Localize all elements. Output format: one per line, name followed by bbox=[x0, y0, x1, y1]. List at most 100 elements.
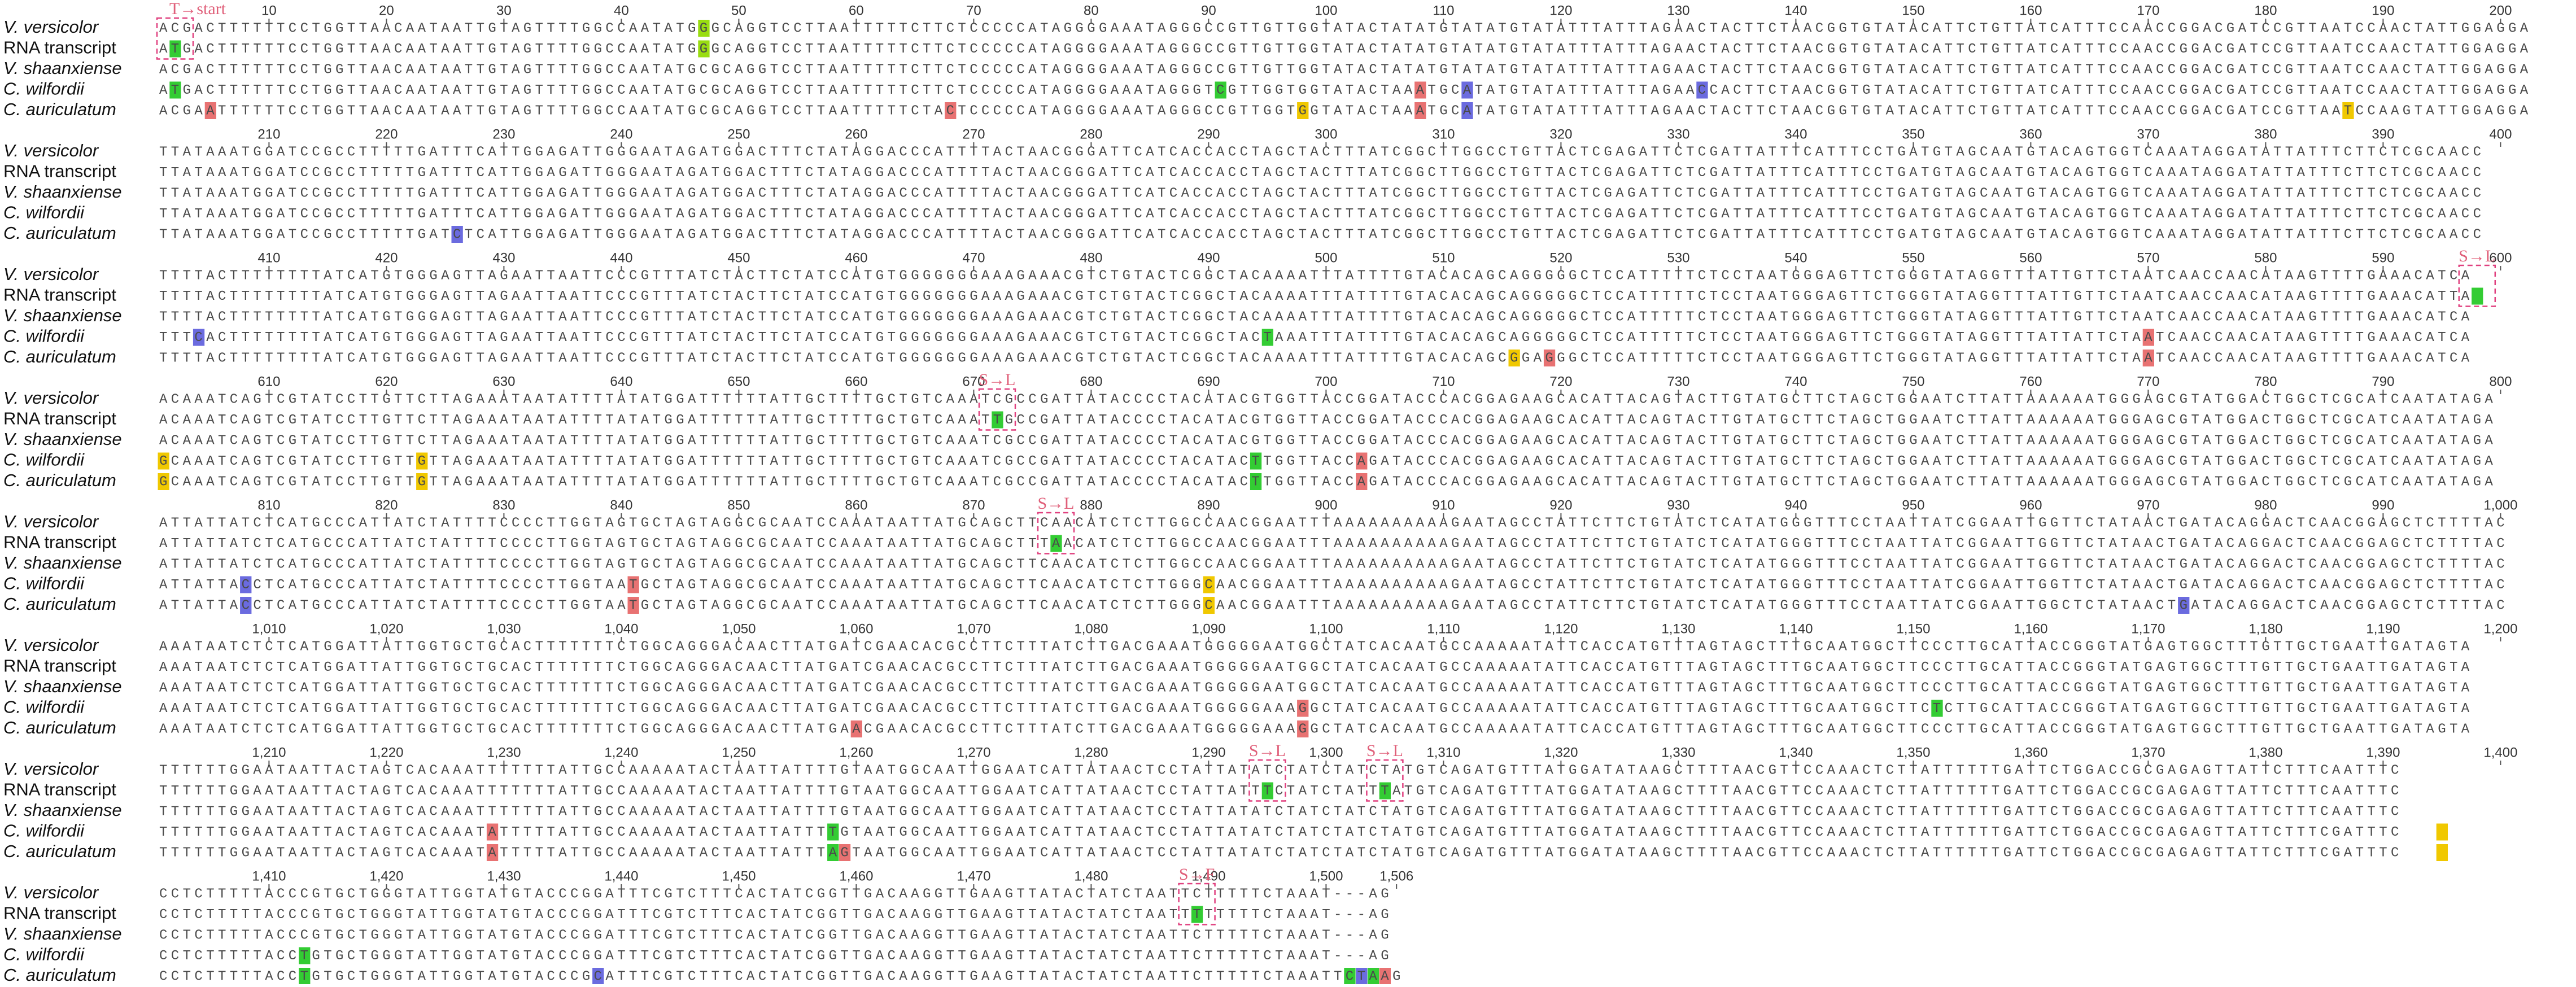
position-label: 340 bbox=[1784, 126, 1807, 142]
sequence-row: ACGAATTTTTTCCTGGTTAACAATAATTGTAGTTTTGGCC… bbox=[159, 103, 2529, 119]
variant-highlight bbox=[240, 576, 252, 593]
species-label: V. shaanxiense bbox=[3, 553, 122, 573]
position-label: 840 bbox=[610, 497, 632, 513]
variant-highlight bbox=[1297, 102, 1309, 119]
species-label: C. auriculatum bbox=[3, 470, 116, 490]
position-label: 460 bbox=[845, 250, 867, 265]
position-label: 1,270 bbox=[957, 745, 990, 760]
position-label: 520 bbox=[1549, 250, 1572, 265]
variant-highlight bbox=[1543, 350, 1556, 366]
position-label: 940 bbox=[1784, 497, 1807, 513]
species-label: C. wilfordii bbox=[3, 326, 85, 346]
variant-highlight bbox=[698, 40, 710, 58]
annotation-label: S→L bbox=[2459, 247, 2495, 265]
annotation-label: S→F bbox=[1179, 865, 1215, 884]
position-label: 1,440 bbox=[604, 868, 638, 884]
position-label: 310 bbox=[1432, 126, 1455, 142]
position-label: 60 bbox=[849, 3, 864, 18]
variant-highlight bbox=[1203, 597, 1215, 614]
variant-highlight bbox=[2472, 287, 2483, 305]
sequence-row: TTATAAATGGATCCGCCTTTTTGATTTCATTGGAGATTGG… bbox=[159, 145, 2481, 160]
species-label: C. wilfordii bbox=[3, 821, 85, 841]
position-label: 710 bbox=[1432, 374, 1455, 389]
position-label: 660 bbox=[845, 374, 867, 389]
variant-highlight bbox=[299, 968, 311, 985]
species-label: V. shaanxiense bbox=[3, 182, 122, 202]
species-label: V. versicolor bbox=[3, 759, 99, 779]
variant-highlight bbox=[240, 597, 252, 614]
variant-highlight bbox=[2436, 823, 2448, 841]
variant-highlight bbox=[1696, 81, 1708, 99]
position-label: 220 bbox=[375, 126, 398, 142]
position-label: 210 bbox=[257, 126, 280, 142]
position-label: 890 bbox=[1197, 497, 1220, 513]
variant-highlight bbox=[627, 597, 639, 614]
annotation-box bbox=[1248, 759, 1286, 802]
position-label: 1,090 bbox=[1191, 621, 1225, 636]
variant-highlight bbox=[486, 844, 499, 861]
position-label: 1,000 bbox=[2483, 497, 2517, 513]
sequence-row: ACGACTTTTTTCCTGGTTAACAATAATTGTAGTTTTGGCC… bbox=[159, 62, 2529, 77]
position-label: 1,390 bbox=[2366, 745, 2400, 760]
position-label: 1,070 bbox=[957, 621, 990, 636]
position-label: 590 bbox=[2372, 250, 2394, 265]
sequence-row: CCTCTTTTTACCCGTGCTGGGTATTGGTATGTACCCGGAT… bbox=[159, 907, 1389, 923]
sequence-row: AAATAATCTCTCATGGATTATTGGTGCTGCACTTTTTTTC… bbox=[159, 680, 2470, 696]
variant-highlight bbox=[2436, 844, 2448, 861]
position-label: 170 bbox=[2137, 3, 2159, 18]
species-label: C. wilfordii bbox=[3, 450, 85, 470]
position-label: 1,200 bbox=[2483, 621, 2517, 636]
position-label: 650 bbox=[727, 374, 750, 389]
position-label: 640 bbox=[610, 374, 632, 389]
position-label: 1,120 bbox=[1544, 621, 1578, 636]
position-label: 800 bbox=[2489, 374, 2512, 389]
position-label: 20 bbox=[379, 3, 394, 18]
species-label: C. auriculatum bbox=[3, 965, 116, 984]
position-label: 690 bbox=[1197, 374, 1220, 389]
sequence-row: TTTTACTTTTTTTTATCATGTGGGAGTTAGAATTAATTCC… bbox=[159, 351, 2470, 366]
position-label: 1,020 bbox=[369, 621, 403, 636]
position-label: 1,210 bbox=[252, 745, 286, 760]
sequence-row: CCTCTTTTTACCTGTGCTGGGTATTGGTATGTACCCGCAT… bbox=[159, 969, 1400, 984]
position-label: 30 bbox=[496, 3, 512, 18]
position-label: 260 bbox=[845, 126, 867, 142]
position-label: 1,160 bbox=[2014, 621, 2047, 636]
position-label: 810 bbox=[257, 497, 280, 513]
position-label: 580 bbox=[2254, 250, 2277, 265]
position-label: 440 bbox=[610, 250, 632, 265]
position-label: 1,370 bbox=[2131, 745, 2165, 760]
position-label: 230 bbox=[492, 126, 515, 142]
variant-highlight bbox=[1203, 576, 1215, 593]
position-label: 1,110 bbox=[1427, 621, 1460, 636]
position-label: 510 bbox=[1432, 250, 1455, 265]
species-label: RNA transcript bbox=[3, 38, 116, 58]
annotation-label: T→start bbox=[169, 0, 226, 18]
position-label: 430 bbox=[492, 250, 515, 265]
sequence-row: AAATAATCTCTCATGGATTATTGGTGCTGCACTTTTTTTC… bbox=[159, 660, 2470, 675]
variant-highlight bbox=[158, 452, 169, 470]
variant-highlight bbox=[193, 329, 205, 346]
annotation-box bbox=[1366, 759, 1404, 802]
position-label: 1,140 bbox=[1779, 621, 1813, 636]
sequence-row: TTATAAATGGATCCGCCTTTTTGATCTCATTGGAGATTGG… bbox=[159, 227, 2481, 242]
species-label: RNA transcript bbox=[3, 780, 116, 800]
variant-highlight bbox=[1356, 968, 1368, 985]
sequence-row: ATTATTATCTCATGCCCATTATCTATTTTCCCCTTGGTAG… bbox=[159, 536, 2505, 552]
sequence-row: TTTTACTTTTTTTTATCATGTGGGAGTTAGAATTAATTCC… bbox=[159, 268, 2470, 283]
position-label: 480 bbox=[1080, 250, 1102, 265]
species-label: C. wilfordii bbox=[3, 945, 85, 964]
sequence-row: ATGACTTTTTTCCTGGTTAACAATAATTGTAGTTTTGGCC… bbox=[159, 42, 2529, 57]
species-label: V. versicolor bbox=[3, 635, 99, 655]
position-label: 110 bbox=[1433, 3, 1454, 18]
position-label: 140 bbox=[1784, 3, 1807, 18]
position-label: 930 bbox=[1667, 497, 1689, 513]
position-label: 980 bbox=[2254, 497, 2277, 513]
position-label: 620 bbox=[375, 374, 398, 389]
species-label: V. versicolor bbox=[3, 141, 99, 160]
sequence-row: TTTTTTGGAATAATTACTAGTCACAAATTTTTTTATTGCC… bbox=[159, 763, 2399, 778]
species-label: V. versicolor bbox=[3, 512, 99, 531]
species-label: V. shaanxiense bbox=[3, 676, 122, 696]
variant-highlight bbox=[1356, 473, 1368, 490]
sequence-row: TTATAAATGGATCCGCCTTTTTGATTTCATTGGAGATTGG… bbox=[159, 207, 2481, 222]
species-label: C. auriculatum bbox=[3, 99, 116, 119]
